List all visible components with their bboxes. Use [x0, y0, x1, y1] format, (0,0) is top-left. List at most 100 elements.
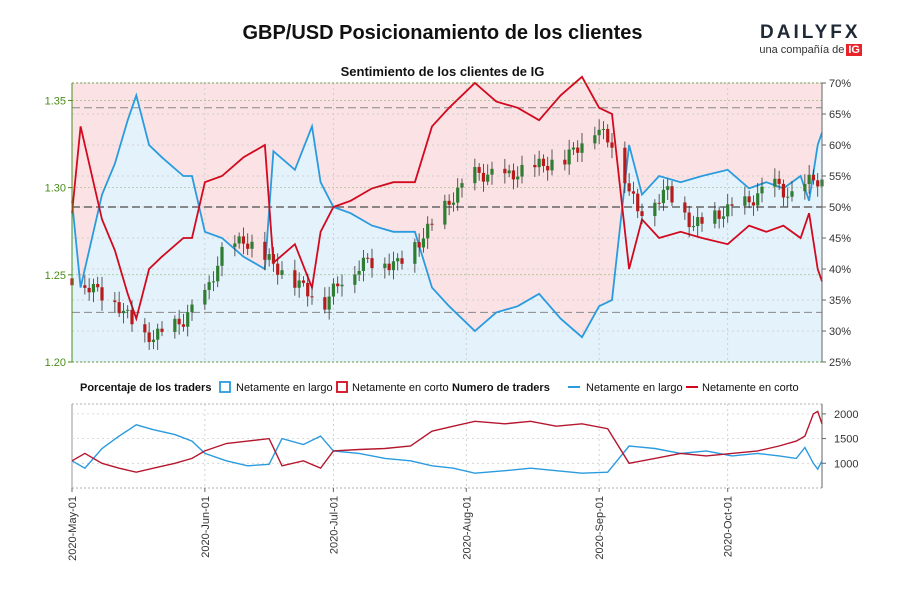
price-candle — [233, 235, 237, 257]
price-candle — [713, 202, 717, 229]
date-tick-label: 2020-Sep-01 — [594, 496, 606, 560]
price-candle — [361, 249, 366, 282]
price-candle — [87, 278, 91, 301]
price-candle — [417, 233, 421, 257]
price-candle — [726, 193, 730, 223]
candle-body — [396, 258, 400, 262]
candle-body — [700, 217, 704, 224]
candle-body — [537, 158, 541, 168]
chart-subtitle: Sentimiento de los clientes de IG — [340, 64, 545, 79]
price-candle — [631, 181, 636, 204]
candle-body — [370, 258, 374, 269]
candle-body — [657, 202, 661, 204]
candle-body — [383, 263, 387, 269]
price-candle — [691, 215, 696, 232]
chart-title: GBP/USD Posicionamiento de los clientes — [242, 22, 643, 44]
price-candle — [537, 150, 541, 176]
price-candle — [160, 321, 164, 337]
candle-body — [310, 296, 314, 298]
price-candle — [396, 253, 400, 271]
price-candle — [456, 178, 460, 211]
sentiment-tick-label: 45% — [829, 233, 851, 245]
price-candle — [186, 304, 190, 337]
candle-body — [717, 210, 721, 219]
price-candle — [481, 163, 486, 192]
candle-body — [156, 328, 160, 340]
candle-body — [340, 284, 344, 287]
price-candle — [400, 250, 404, 270]
legend-row: Porcentaje de los traders Netamente en la… — [80, 381, 799, 394]
brand-logo: DAILYFX una compañía de IG — [759, 22, 870, 64]
candle-body — [87, 287, 91, 293]
price-candle — [807, 165, 811, 194]
candle-body — [121, 310, 126, 314]
price-candle — [331, 278, 336, 305]
candle-body — [207, 282, 211, 290]
candle-body — [773, 178, 777, 187]
price-candle — [751, 195, 756, 216]
candle-body — [177, 318, 181, 325]
candle-body — [623, 147, 627, 184]
legend-short-label: Netamente en corto — [352, 382, 449, 394]
candle-body — [456, 187, 460, 203]
count-tick-label: 1500 — [834, 434, 858, 446]
candle-body — [96, 283, 100, 288]
sentiment-tick-label: 50% — [829, 202, 851, 214]
price-candle — [211, 271, 216, 292]
candle-body — [250, 241, 254, 249]
price-candle — [263, 231, 267, 271]
price-candle — [816, 173, 820, 197]
candle-body — [327, 296, 331, 310]
price-candle — [241, 227, 246, 255]
candle-body — [130, 309, 134, 325]
price-candle — [743, 186, 747, 215]
candle-body — [610, 142, 614, 148]
price-tick-label: 1.30 — [45, 183, 66, 195]
candle-body — [447, 200, 451, 205]
candle-body — [203, 289, 207, 305]
price-candle — [601, 121, 606, 140]
candle-body — [777, 178, 781, 184]
candle-body — [280, 270, 284, 275]
date-tick-label: 2020-Aug-01 — [461, 496, 473, 560]
candle-body — [237, 236, 241, 244]
price-candle — [310, 286, 314, 305]
price-candle — [657, 194, 661, 211]
price-candle — [477, 163, 481, 181]
candle-body — [747, 196, 751, 203]
candle-body — [473, 167, 477, 184]
candle-body — [756, 193, 760, 206]
candle-body — [601, 128, 606, 130]
candle-body — [636, 193, 640, 212]
price-candle — [267, 248, 271, 267]
candle-body — [413, 242, 417, 264]
candle-body — [683, 202, 687, 213]
candle-body — [631, 191, 636, 194]
candle-body — [323, 297, 327, 310]
candle-body — [366, 257, 370, 259]
candle-body — [173, 318, 177, 332]
candle-body — [451, 202, 456, 205]
price-candle — [370, 248, 374, 278]
candle-body — [507, 170, 511, 174]
sentiment-tick-label: 60% — [829, 140, 851, 152]
candle-body — [563, 159, 567, 165]
price-candle — [250, 234, 254, 258]
price-tick-label: 1.25 — [45, 270, 66, 282]
logo-tagline: una compañía de IG — [759, 44, 862, 56]
price-candle — [220, 242, 224, 277]
candle-body — [91, 283, 96, 293]
price-candle — [700, 212, 704, 232]
price-candle — [113, 292, 117, 313]
price-candle — [721, 207, 726, 228]
candle-body — [421, 238, 426, 248]
candle-body — [781, 183, 786, 198]
price-candle — [357, 260, 361, 282]
price-candle — [550, 149, 554, 176]
candle-body — [263, 241, 267, 260]
price-candle — [177, 310, 181, 335]
price-tick-label: 1.35 — [45, 95, 66, 107]
candle-body — [83, 285, 87, 288]
candle-body — [576, 147, 580, 153]
candle-body — [721, 216, 726, 219]
